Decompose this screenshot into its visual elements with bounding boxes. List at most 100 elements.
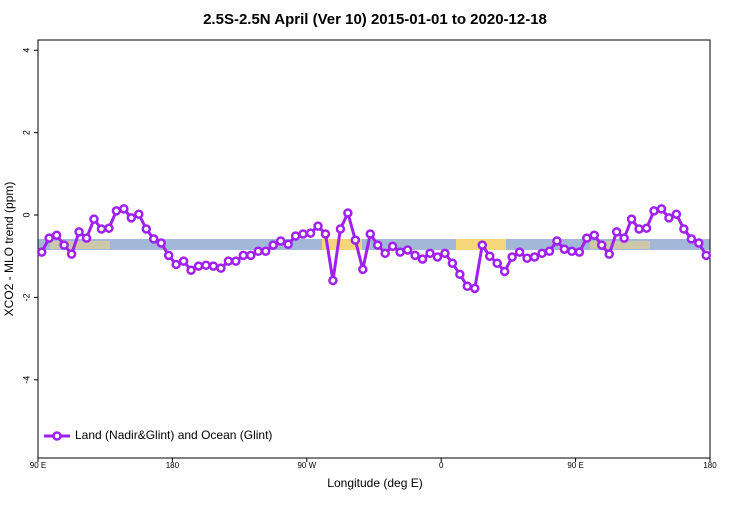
y-tick-label: 2: [21, 130, 31, 135]
data-point: [574, 247, 585, 257]
data-point: [66, 249, 77, 259]
data-point: [477, 240, 488, 250]
data-point: [649, 206, 659, 216]
y-tick-label: 4: [21, 48, 31, 53]
data-point: [447, 258, 458, 268]
data-point: [320, 229, 331, 239]
land-band: [50, 241, 110, 249]
data-point: [148, 234, 159, 244]
data-point: [664, 213, 674, 223]
data-point: [529, 252, 540, 262]
data-point: [275, 236, 286, 246]
data-point: [156, 238, 166, 248]
data-point: [395, 247, 405, 257]
data-point: [59, 240, 69, 250]
data-point: [402, 245, 413, 255]
data-point: [246, 250, 256, 261]
data-point: [283, 239, 293, 250]
data-point: [335, 224, 346, 234]
data-point: [193, 261, 204, 271]
data-point: [36, 247, 47, 257]
data-point: [178, 256, 189, 266]
data-point: [111, 206, 122, 216]
data-point: [387, 241, 398, 252]
data-point: [126, 213, 137, 223]
data-point: [604, 249, 614, 259]
data-point: [701, 250, 712, 261]
data-point: [522, 253, 532, 264]
data-point: [74, 227, 84, 237]
data-point: [507, 252, 517, 262]
x-tick-label: 90 W: [297, 461, 316, 470]
data-point: [410, 250, 420, 261]
data-point: [679, 224, 689, 234]
data-point: [134, 209, 144, 219]
y-axis-label: XCO2 - MLO trend (ppm): [2, 182, 16, 317]
data-point: [163, 250, 174, 261]
data-point: [171, 259, 181, 270]
data-point: [305, 228, 316, 238]
x-tick-label: 90 E: [567, 461, 583, 470]
data-point: [51, 230, 62, 240]
data-point: [694, 238, 704, 248]
data-point: [582, 233, 592, 243]
data-point: [537, 248, 547, 259]
data-point: [559, 244, 570, 254]
x-tick-label: 180: [703, 461, 717, 470]
plot-frame: [37, 39, 711, 459]
data-point: [462, 281, 473, 292]
data-point: [208, 261, 219, 271]
data-point: [290, 231, 301, 241]
data-point: [268, 240, 278, 250]
data-point: [425, 248, 435, 259]
data-point: [671, 209, 682, 219]
data-point: [238, 250, 249, 261]
data-point: [119, 204, 129, 214]
data-point: [544, 246, 555, 257]
data-point: [596, 240, 607, 250]
data-point: [260, 246, 271, 257]
legend: Land (Nadir&Glint) and Ocean (Glint): [44, 428, 272, 442]
legend-swatch-marker: [52, 431, 62, 441]
legend-label: Land (Nadir&Glint) and Ocean (Glint): [75, 428, 272, 442]
x-tick-label: 0: [439, 461, 444, 470]
data-point: [372, 240, 383, 250]
data-point: [44, 233, 54, 243]
data-point: [432, 252, 443, 262]
x-tick-label: 180: [166, 461, 180, 470]
data-point: [656, 204, 667, 214]
x-tick-label: 90 E: [30, 461, 46, 470]
data-point: [343, 208, 353, 218]
data-point: [514, 247, 525, 257]
data-point: [499, 266, 510, 277]
data-point: [365, 229, 376, 239]
data-point: [89, 214, 99, 224]
data-point: [186, 265, 196, 275]
data-point: [611, 227, 622, 237]
data-point: [686, 234, 697, 244]
data-point: [492, 258, 502, 268]
data-point: [455, 269, 465, 280]
data-point: [417, 254, 428, 264]
y-tick-label: 0: [21, 213, 31, 218]
data-point: [141, 224, 152, 234]
data-point: [201, 260, 211, 271]
data-point: [216, 263, 226, 273]
data-point: [298, 229, 308, 239]
data-point: [641, 223, 652, 233]
data-point: [589, 230, 600, 240]
data-point: [350, 235, 361, 245]
data-point: [626, 214, 637, 224]
x-axis-label: Longitude (deg E): [327, 476, 422, 490]
data-point: [380, 248, 390, 259]
data-point: [253, 246, 264, 257]
data-point: [567, 246, 577, 257]
data-point: [313, 221, 323, 231]
data-point: [104, 223, 114, 233]
chart-title: 2.5S-2.5N April (Ver 10) 2015-01-01 to 2…: [203, 11, 547, 28]
data-point: [634, 224, 644, 234]
data-point: [223, 256, 234, 266]
data-point: [81, 233, 92, 243]
y-tick-label: -4: [21, 376, 31, 384]
